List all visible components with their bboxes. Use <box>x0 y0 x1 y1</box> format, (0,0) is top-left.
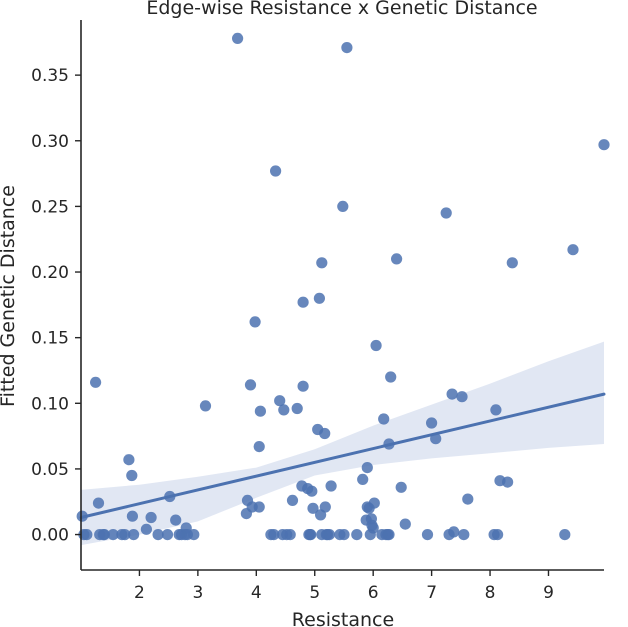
data-point <box>306 485 318 497</box>
data-point <box>161 529 174 541</box>
y-tick-label: 0.35 <box>31 66 69 86</box>
data-point <box>119 529 131 541</box>
data-point <box>458 529 470 541</box>
x-tick-label: 6 <box>368 583 379 603</box>
data-point <box>341 42 353 54</box>
data-point <box>305 529 317 541</box>
data-point <box>126 510 138 522</box>
data-point <box>253 441 265 453</box>
data-point <box>199 400 212 412</box>
data-point <box>90 376 102 388</box>
data-point <box>456 391 468 403</box>
x-axis-ticks: 2 3 4 5 6 7 8 9 <box>134 570 554 603</box>
data-point <box>81 529 93 541</box>
data-point <box>323 529 335 541</box>
data-point <box>268 529 280 541</box>
data-point <box>490 404 502 416</box>
data-point <box>383 529 395 541</box>
data-point <box>446 388 458 400</box>
data-point <box>170 514 182 526</box>
data-point <box>123 454 135 466</box>
data-point <box>391 253 403 265</box>
y-tick-label: 0.05 <box>31 460 69 480</box>
y-tick-label: 0.30 <box>31 132 69 152</box>
data-point <box>291 402 303 415</box>
y-axis-ticks: 0.00 0.05 0.10 0.15 0.20 0.25 0.30 0.35 <box>31 66 81 546</box>
data-point <box>462 493 474 505</box>
data-point <box>274 395 286 407</box>
data-point <box>128 529 140 541</box>
x-tick-label: 7 <box>426 583 437 603</box>
regression-line <box>79 392 606 519</box>
data-point <box>506 257 518 269</box>
data-point <box>313 292 325 304</box>
data-point <box>338 529 350 541</box>
y-tick-label: 0.00 <box>31 526 69 546</box>
data-point <box>421 529 434 541</box>
data-point <box>286 494 299 506</box>
data-point <box>559 529 571 541</box>
y-tick-label: 0.15 <box>31 329 69 349</box>
x-tick-label: 5 <box>309 583 320 603</box>
data-point <box>254 405 266 417</box>
data-point <box>92 497 105 509</box>
data-point <box>284 529 296 541</box>
data-point <box>319 427 331 440</box>
data-point <box>370 339 382 352</box>
data-point <box>361 462 373 474</box>
data-point <box>492 529 504 541</box>
x-tick-label: 9 <box>543 583 554 603</box>
x-tick-label: 2 <box>134 583 145 603</box>
data-point <box>399 518 411 530</box>
data-point <box>448 526 460 538</box>
data-point <box>502 476 514 488</box>
x-tick-label: 3 <box>192 583 203 603</box>
chart-title: Edge-wise Resistance x Genetic Distance <box>146 0 537 19</box>
data-point <box>307 502 319 514</box>
data-points-layer <box>76 32 610 541</box>
data-point <box>426 417 438 429</box>
data-point <box>357 473 369 485</box>
data-point <box>316 257 328 269</box>
x-axis-label: Resistance <box>292 609 394 627</box>
data-point <box>440 207 452 219</box>
data-point <box>270 165 282 177</box>
data-point <box>325 480 337 492</box>
data-point <box>378 413 390 425</box>
data-point <box>297 296 309 308</box>
regression-line-layer <box>79 392 606 519</box>
data-point <box>107 529 119 541</box>
data-point <box>385 371 397 383</box>
axes-layer <box>80 20 604 571</box>
data-point <box>98 529 110 541</box>
data-point <box>368 497 380 509</box>
data-point <box>249 316 261 328</box>
data-point <box>188 529 200 541</box>
data-point <box>244 379 257 391</box>
x-tick-label: 4 <box>251 583 262 603</box>
data-point <box>152 529 164 541</box>
y-tick-label: 0.25 <box>31 197 69 217</box>
data-point <box>337 200 349 212</box>
data-point <box>319 501 331 513</box>
data-point <box>232 32 244 45</box>
data-point <box>278 404 290 416</box>
y-tick-label: 0.20 <box>31 263 69 283</box>
data-point <box>140 523 152 535</box>
data-point <box>395 481 407 493</box>
data-point <box>253 501 265 513</box>
y-axis-label: Fitted Genetic Distance <box>0 185 19 407</box>
data-point <box>567 244 579 256</box>
data-point <box>145 511 157 524</box>
y-tick-label: 0.10 <box>31 394 69 414</box>
data-point <box>351 529 363 541</box>
confidence-band-layer <box>81 341 604 546</box>
x-tick-label: 8 <box>485 583 496 603</box>
data-point <box>367 522 379 534</box>
data-point <box>126 469 138 482</box>
data-point <box>598 139 610 151</box>
confidence-band <box>81 341 604 546</box>
data-point <box>297 380 309 392</box>
